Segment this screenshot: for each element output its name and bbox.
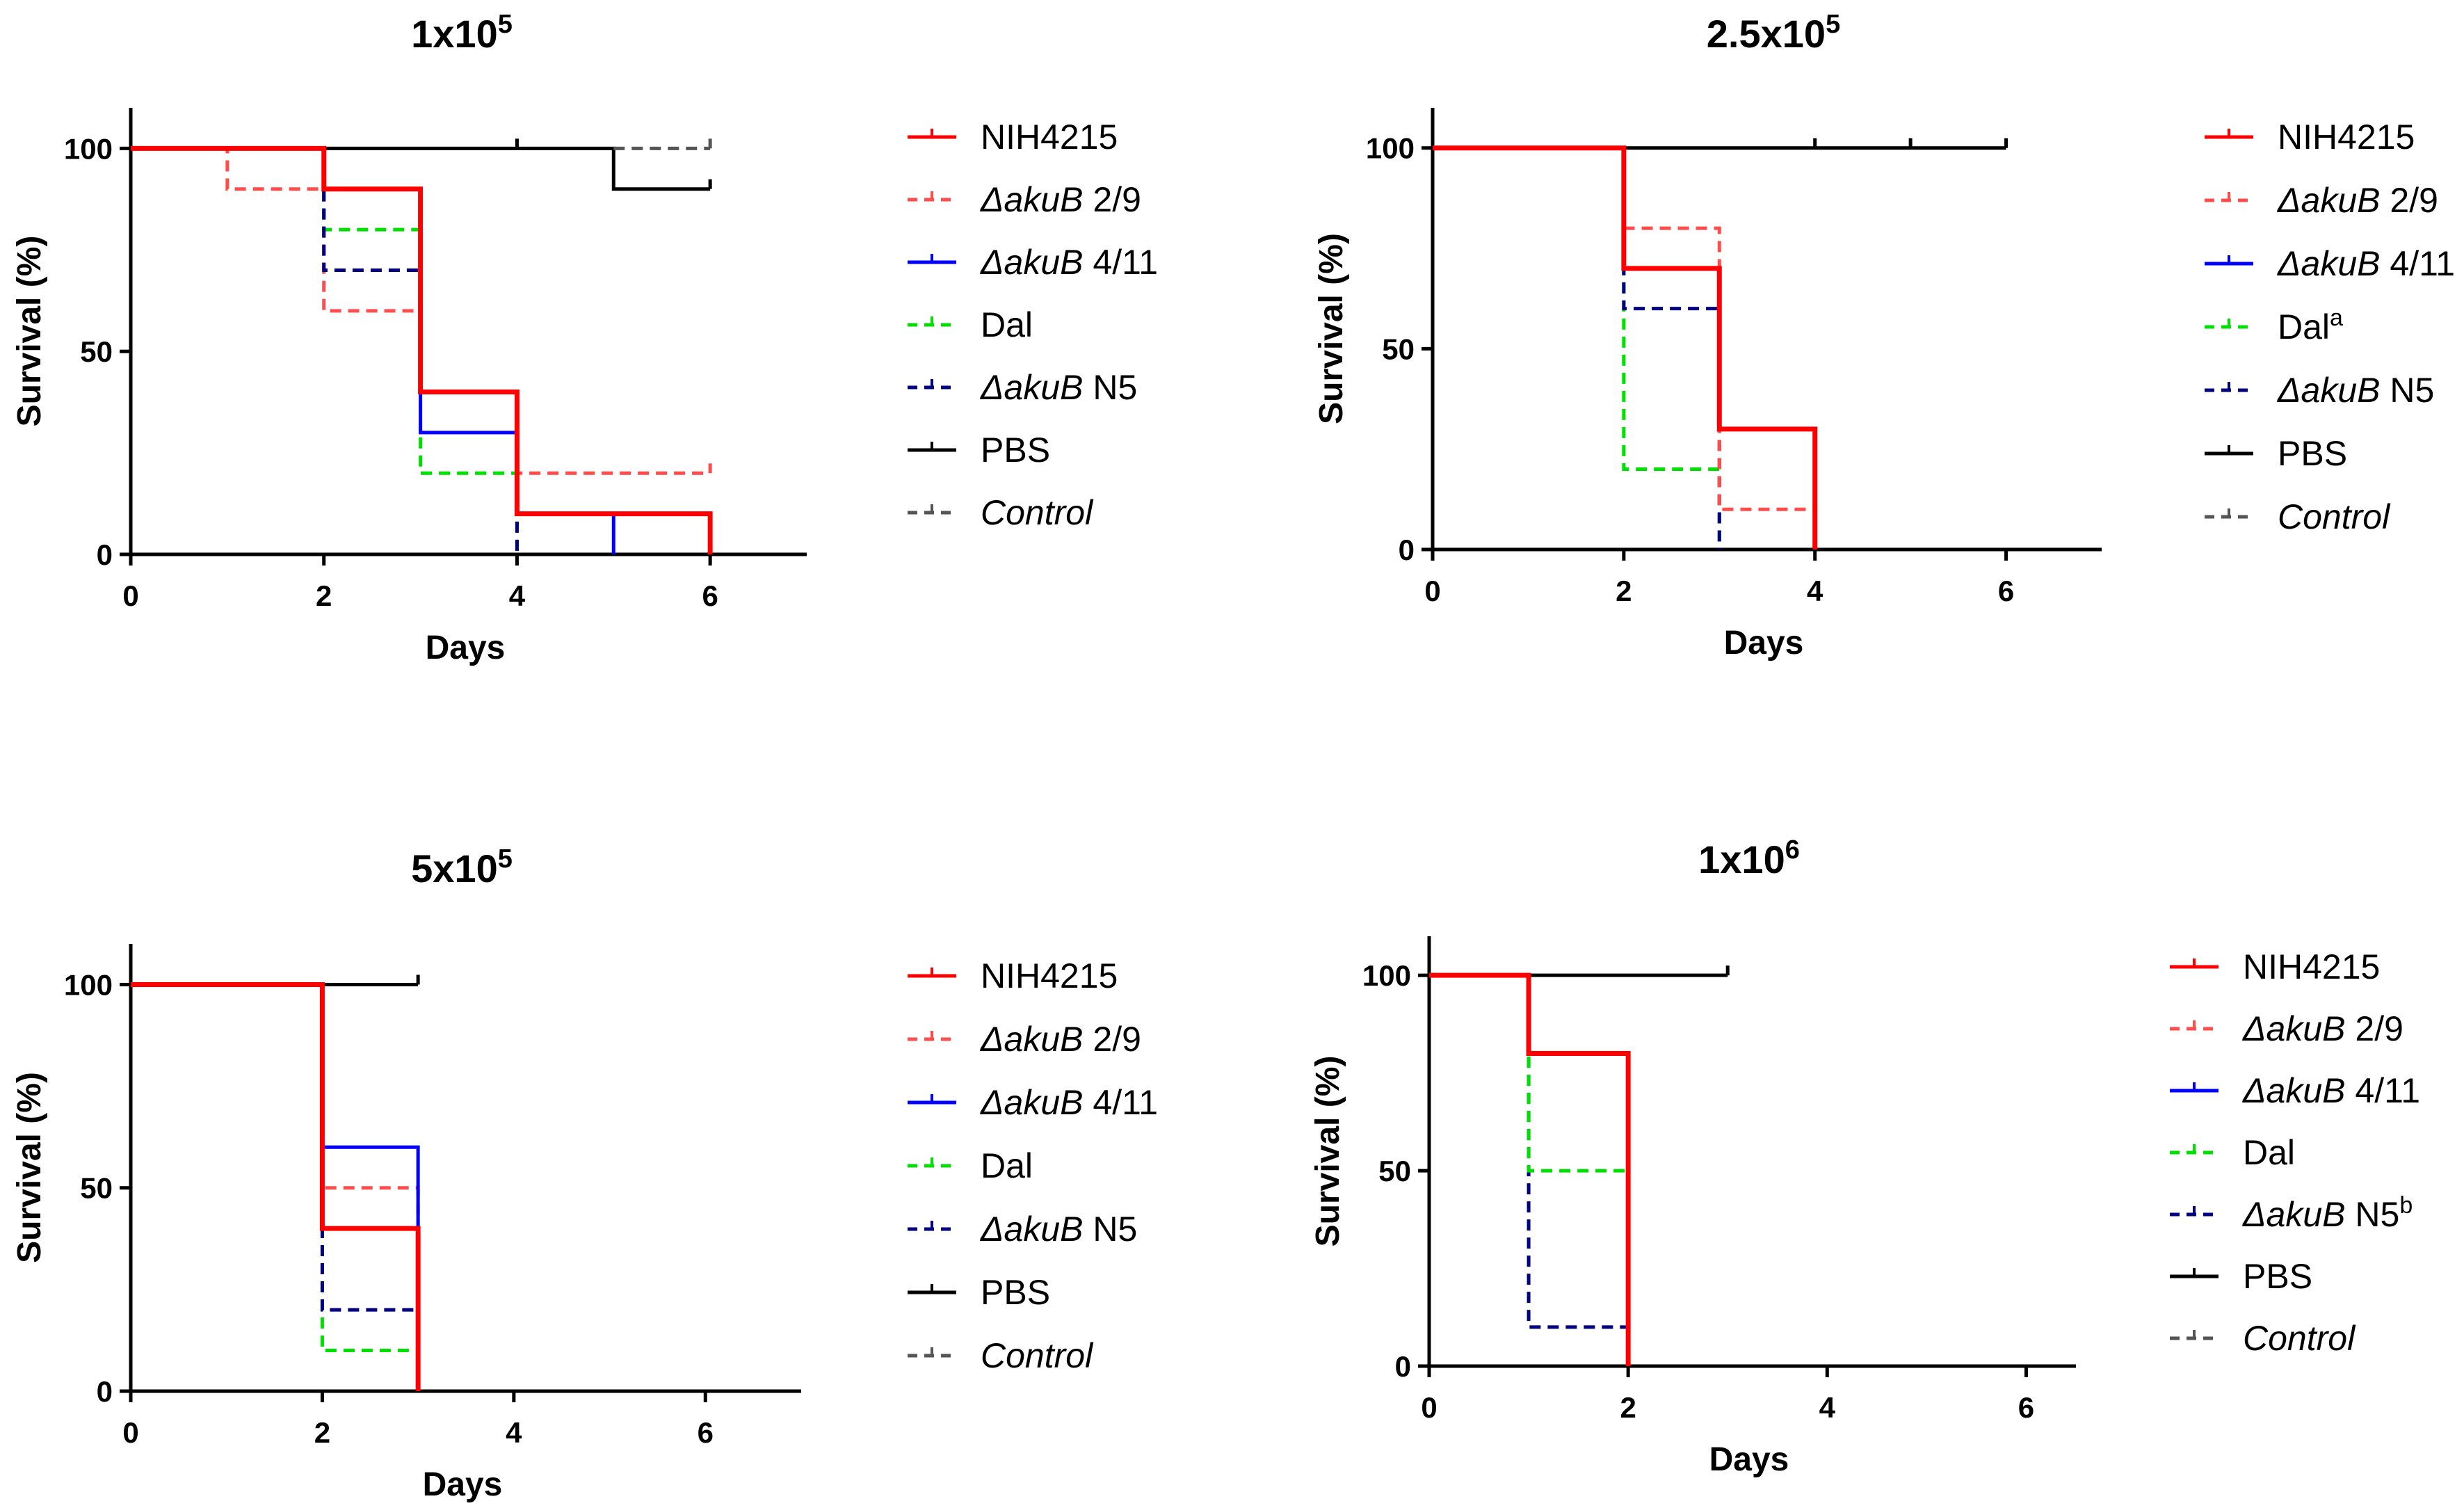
legend-label-Dal: Dal bbox=[2243, 1133, 2295, 1172]
legend-label-PBS: PBS bbox=[2243, 1257, 2312, 1296]
legend-label-Control: Control bbox=[981, 1336, 1094, 1375]
panel-2: 2.5x105 0 2 4 6 0 50 100 Days Survival (%) NIH4215… bbox=[1313, 10, 2455, 661]
panel-title: 2.5x105 bbox=[1707, 10, 1840, 56]
panel-3: 5x105 0 2 4 6 0 50 100 Days Survival (%) NIH4215 Δa… bbox=[11, 844, 1158, 1503]
x-tick-label: 4 bbox=[509, 579, 526, 612]
y-axis-title: Survival (%) bbox=[1310, 1056, 1346, 1247]
y-tick-label: 50 bbox=[1378, 1155, 1411, 1187]
series-NIH4215 bbox=[1429, 972, 1631, 1366]
legend-label-NIH4215: NIH4215 bbox=[2243, 947, 2380, 986]
x-tick-label: 0 bbox=[1421, 1391, 1437, 1424]
legend-label-akuB29: ΔakuB 2/9 bbox=[2277, 181, 2438, 220]
legend-label-Control: Control bbox=[2278, 497, 2391, 536]
x-tick-label: 2 bbox=[1620, 1391, 1636, 1424]
legend-label-PBS: PBS bbox=[2278, 434, 2347, 473]
x-tick-label: 6 bbox=[698, 1416, 714, 1449]
legend-label-akuB411: ΔakuB 4/11 bbox=[2242, 1071, 2420, 1110]
x-tick-label: 6 bbox=[1998, 575, 2014, 607]
series-NIH4215 bbox=[131, 981, 421, 1391]
y-tick-label: 0 bbox=[1395, 1350, 1411, 1383]
series-NIH4215 bbox=[1433, 145, 1818, 550]
panel-4: 1x106 0 2 4 6 0 50 100 Days Survival (%) NIH4215 Δa… bbox=[1310, 835, 2420, 1478]
x-axis-title: Days bbox=[426, 629, 506, 666]
y-axis-title: Survival (%) bbox=[11, 1072, 48, 1263]
legend-label-Dal: Dal bbox=[981, 1146, 1033, 1185]
y-tick-label: 0 bbox=[97, 1375, 113, 1408]
y-tick-label: 100 bbox=[64, 132, 113, 165]
legend-label-Control: Control bbox=[981, 493, 1094, 532]
y-axis-title: Survival (%) bbox=[1313, 233, 1350, 424]
panel-title: 1x106 bbox=[1698, 835, 1800, 881]
panel-1: 1x105 0 2 4 6 0 50 100 Days Survival (%) NIH4215 Δa… bbox=[11, 10, 1158, 666]
y-tick-label: 100 bbox=[1362, 959, 1411, 992]
legend-label-Dal: Dal bbox=[981, 305, 1033, 344]
y-axis-title: Survival (%) bbox=[11, 236, 48, 427]
series-akuBN5 bbox=[131, 146, 519, 554]
x-tick-label: 6 bbox=[702, 579, 718, 612]
series-Dal bbox=[131, 982, 420, 1391]
y-tick-label: 50 bbox=[1382, 332, 1415, 365]
legend-label-akuB411: ΔakuB 4/11 bbox=[980, 243, 1158, 282]
legend-label-NIH4215: NIH4215 bbox=[981, 118, 1118, 157]
legend-label-Control: Control bbox=[2243, 1319, 2356, 1358]
legend-label-PBS: PBS bbox=[981, 431, 1050, 470]
x-axis-title: Days bbox=[1724, 625, 1804, 661]
legend-label-akuB411: ΔakuB 4/11 bbox=[980, 1083, 1158, 1122]
x-tick-label: 6 bbox=[2018, 1391, 2034, 1424]
x-tick-label: 0 bbox=[122, 579, 138, 612]
y-tick-label: 50 bbox=[80, 1172, 113, 1205]
y-tick-label: 100 bbox=[64, 968, 113, 1001]
x-tick-label: 2 bbox=[1616, 575, 1632, 607]
x-tick-label: 4 bbox=[506, 1416, 522, 1449]
panel-title: 1x105 bbox=[411, 10, 513, 56]
legend-label-akuB411: ΔakuB 4/11 bbox=[2277, 244, 2455, 283]
y-tick-label: 50 bbox=[80, 335, 113, 368]
legend-label-akuBN5: ΔakuB N5b bbox=[2242, 1192, 2413, 1234]
y-tick-label: 0 bbox=[1399, 534, 1415, 566]
legend-label-akuBN5: ΔakuB N5 bbox=[2277, 371, 2434, 410]
series-akuB29 bbox=[131, 982, 420, 1391]
y-tick-label: 100 bbox=[1366, 132, 1415, 165]
legend-label-Dal: Dala bbox=[2278, 305, 2343, 346]
x-tick-label: 2 bbox=[314, 1416, 330, 1449]
legend-label-akuB29: ΔakuB 2/9 bbox=[980, 1020, 1141, 1059]
series-PBS bbox=[131, 146, 711, 191]
legend-label-akuB29: ΔakuB 2/9 bbox=[980, 180, 1141, 219]
series-akuB411 bbox=[131, 146, 615, 554]
x-tick-label: 2 bbox=[316, 579, 332, 612]
x-axis-title: Days bbox=[423, 1466, 503, 1503]
series-akuBN5 bbox=[131, 982, 420, 1391]
series-akuB411 bbox=[131, 982, 420, 1391]
x-tick-label: 0 bbox=[122, 1416, 138, 1449]
legend-label-NIH4215: NIH4215 bbox=[981, 956, 1118, 995]
legend-label-PBS: PBS bbox=[981, 1273, 1050, 1312]
x-tick-label: 4 bbox=[1819, 1391, 1836, 1424]
legend-label-akuB29: ΔakuB 2/9 bbox=[2242, 1009, 2403, 1048]
legend-label-NIH4215: NIH4215 bbox=[2278, 118, 2415, 157]
series-NIH4215 bbox=[131, 145, 713, 554]
legend-label-akuBN5: ΔakuB N5 bbox=[980, 368, 1137, 407]
x-tick-label: 4 bbox=[1807, 575, 1823, 607]
x-axis-title: Days bbox=[1709, 1441, 1789, 1478]
y-tick-label: 0 bbox=[97, 538, 113, 571]
series-Dal bbox=[1433, 146, 1721, 550]
legend-label-akuBN5: ΔakuB N5 bbox=[980, 1210, 1137, 1249]
x-tick-label: 0 bbox=[1424, 575, 1440, 607]
series-akuBN5 bbox=[1433, 146, 1721, 550]
panel-title: 5x105 bbox=[411, 844, 513, 890]
